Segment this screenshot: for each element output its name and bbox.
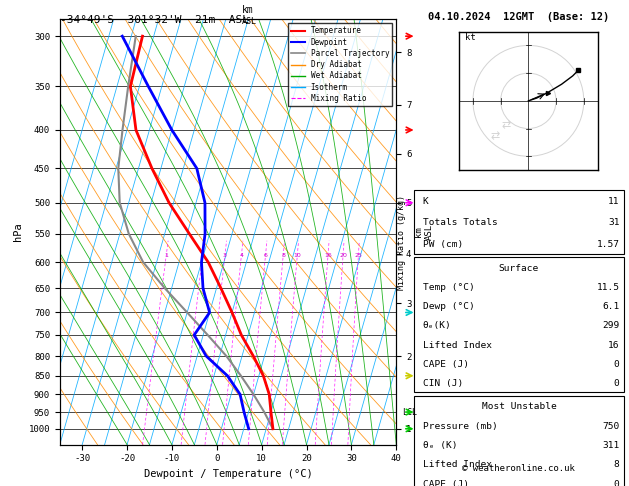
Text: ASL: ASL: [242, 17, 257, 26]
Text: ⇄: ⇄: [491, 132, 500, 141]
Bar: [414, 258, 624, 393]
Text: 10: 10: [293, 254, 301, 259]
Text: 8: 8: [614, 460, 620, 469]
Text: 299: 299: [602, 321, 620, 330]
Text: 25: 25: [354, 254, 362, 259]
Text: CAPE (J): CAPE (J): [423, 360, 469, 369]
Text: CIN (J): CIN (J): [423, 379, 463, 388]
Text: θₑ (K): θₑ (K): [423, 441, 457, 450]
Text: km: km: [242, 5, 254, 15]
Text: Lifted Index: Lifted Index: [423, 460, 492, 469]
Text: 0: 0: [614, 480, 620, 486]
Text: ⇄: ⇄: [501, 121, 511, 131]
Text: 11.5: 11.5: [596, 283, 620, 292]
Text: 20: 20: [339, 254, 347, 259]
Text: K: K: [423, 197, 428, 206]
Text: 11: 11: [608, 197, 620, 206]
Text: 6: 6: [264, 254, 267, 259]
Text: 4: 4: [240, 254, 243, 259]
Text: 2: 2: [201, 254, 204, 259]
Text: -34°49'S  301°32'W  21m  ASL: -34°49'S 301°32'W 21m ASL: [60, 15, 248, 25]
Text: 0: 0: [614, 360, 620, 369]
Text: 16: 16: [324, 254, 332, 259]
Text: 16: 16: [608, 341, 620, 350]
Text: 3: 3: [223, 254, 227, 259]
X-axis label: Dewpoint / Temperature (°C): Dewpoint / Temperature (°C): [143, 469, 313, 479]
Text: Dewp (°C): Dewp (°C): [423, 302, 474, 311]
Text: Lifted Index: Lifted Index: [423, 341, 492, 350]
Text: 0: 0: [614, 379, 620, 388]
Text: Surface: Surface: [499, 263, 539, 273]
Text: 31: 31: [608, 218, 620, 227]
Text: LCL: LCL: [402, 408, 417, 417]
Text: Pressure (mb): Pressure (mb): [423, 422, 498, 431]
Bar: [414, 396, 624, 486]
Text: 311: 311: [602, 441, 620, 450]
Text: Totals Totals: Totals Totals: [423, 218, 498, 227]
Text: PW (cm): PW (cm): [423, 240, 463, 248]
Text: kt: kt: [465, 33, 476, 42]
Bar: [414, 190, 624, 254]
Text: © weatheronline.co.uk: © weatheronline.co.uk: [462, 464, 576, 473]
Text: 6.1: 6.1: [602, 302, 620, 311]
Y-axis label: km
ASL: km ASL: [414, 224, 433, 240]
Text: CAPE (J): CAPE (J): [423, 480, 469, 486]
Text: θₑ(K): θₑ(K): [423, 321, 452, 330]
Text: 750: 750: [602, 422, 620, 431]
Legend: Temperature, Dewpoint, Parcel Trajectory, Dry Adiabat, Wet Adiabat, Isotherm, Mi: Temperature, Dewpoint, Parcel Trajectory…: [288, 23, 392, 106]
Text: 1.57: 1.57: [596, 240, 620, 248]
Text: Mixing Ratio (g/kg): Mixing Ratio (g/kg): [397, 195, 406, 291]
Text: 8: 8: [281, 254, 285, 259]
Text: Most Unstable: Most Unstable: [482, 402, 556, 412]
Y-axis label: hPa: hPa: [13, 223, 23, 242]
Text: 04.10.2024  12GMT  (Base: 12): 04.10.2024 12GMT (Base: 12): [428, 12, 610, 22]
Text: 1: 1: [164, 254, 168, 259]
Text: Temp (°C): Temp (°C): [423, 283, 474, 292]
